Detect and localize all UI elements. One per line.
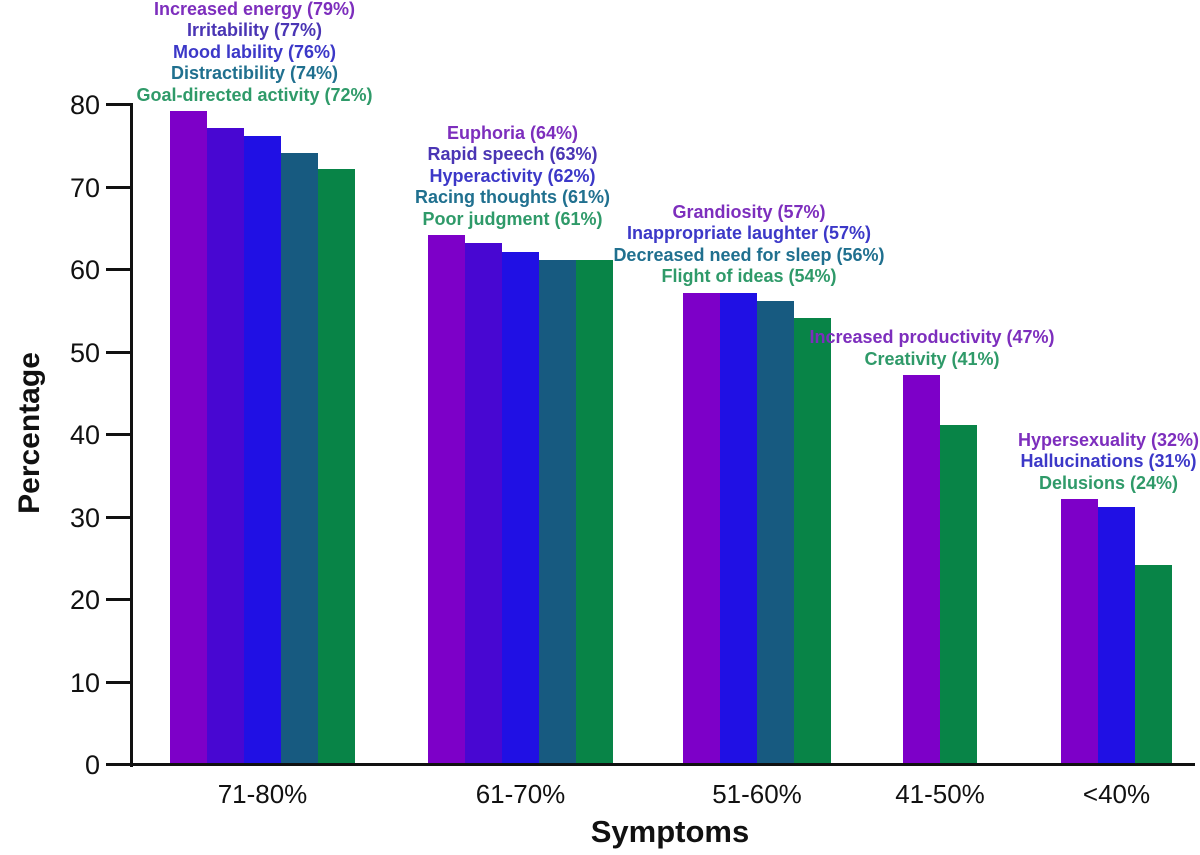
- annotation-grandiosity: Grandiosity (57%): [672, 201, 826, 222]
- y-tick-label: 50: [69, 337, 100, 368]
- y-tick-label: 10: [69, 667, 100, 698]
- bar-distractibility: [281, 152, 318, 763]
- annotation-inappropriate-laughter: Inappropriate laughter (57%): [626, 223, 872, 244]
- bar-euphoria: [428, 235, 465, 763]
- annotation-decreased-need-for-sleep: Decreased need for sleep (56%): [613, 244, 885, 265]
- y-tick: [106, 185, 130, 189]
- x-category-label: 71-80%: [217, 779, 308, 809]
- annotation-group: Increased energy (79%) Irritability (77%)…: [136, 0, 372, 106]
- annotation-increased-energy: Increased energy (79%): [153, 0, 356, 19]
- annotation-delusions: Delusions (24%): [1038, 472, 1179, 493]
- y-tick: [106, 763, 130, 766]
- bar-goal-directed-activity: [318, 169, 355, 763]
- bar-racing-thoughts: [539, 259, 576, 763]
- annotation-hypersexuality: Hypersexuality (32%): [1017, 429, 1200, 450]
- y-tick-label: 0: [84, 750, 100, 780]
- bar-mood-lability: [244, 136, 281, 763]
- y-axis-line: [130, 103, 133, 767]
- y-tick-label: 40: [69, 420, 100, 450]
- y-tick: [106, 680, 130, 684]
- annotation-creativity: Creativity (41%): [864, 348, 1000, 369]
- bar-increased-energy: [170, 111, 207, 763]
- bar-grandiosity: [683, 292, 720, 763]
- bar-poor-judgment: [576, 259, 613, 763]
- y-tick-label: 70: [69, 172, 100, 203]
- annotation-hyperactivity: Hyperactivity (62%): [429, 165, 596, 186]
- annotation-euphoria: Euphoria (64%): [446, 122, 579, 143]
- annotation-group: Grandiosity (57%) Inappropriate laughter …: [613, 202, 884, 288]
- annotation-group: Increased productivity (47%) Creativity (…: [809, 327, 1054, 370]
- x-category-label: <40%: [1082, 779, 1151, 809]
- annotation-irritability: Irritability (77%): [186, 20, 323, 41]
- y-tick-label: 80: [69, 90, 100, 120]
- bar-inappropriate-laughter: [720, 292, 757, 763]
- annotation-group: Hypersexuality (32%) Hallucinations (31%)…: [1018, 430, 1199, 495]
- annotation-mood-lability: Mood lability (76%): [172, 41, 337, 62]
- y-tick: [106, 598, 130, 601]
- bar-rapid-speech: [465, 243, 502, 763]
- bar-delusions: [1135, 565, 1172, 763]
- annotation-goal-directed-activity: Goal-directed activity (72%): [136, 84, 373, 105]
- x-axis-line: [106, 763, 1195, 766]
- y-tick-label: 20: [69, 585, 100, 615]
- bar-hallucinations: [1098, 507, 1135, 763]
- x-axis-title: Symptoms: [590, 814, 750, 849]
- bar-decreased-need-for-sleep: [757, 301, 794, 763]
- bar-hyperactivity: [502, 251, 539, 763]
- y-tick-label: 60: [69, 255, 100, 285]
- y-tick-label: 30: [69, 502, 100, 533]
- y-tick: [106, 268, 130, 271]
- bar-irritability: [207, 127, 244, 763]
- annotation-distractibility: Distractibility (74%): [170, 63, 339, 84]
- x-category-label: 41-50%: [895, 779, 985, 809]
- annotation-poor-judgment: Poor judgment (61%): [422, 208, 603, 229]
- annotation-rapid-speech: Rapid speech (63%): [427, 144, 598, 164]
- x-category-label: 61-70%: [475, 779, 566, 809]
- annotation-hallucinations: Hallucinations (31%): [1020, 451, 1197, 471]
- y-tick: [106, 350, 130, 354]
- y-tick: [106, 433, 130, 436]
- bar-hypersexuality: [1061, 499, 1098, 763]
- bar-creativity: [940, 424, 977, 763]
- bar-increased-productivity: [903, 375, 940, 763]
- annotation-flight-of-ideas: Flight of ideas (54%): [661, 266, 837, 287]
- annotation-racing-thoughts: Racing thoughts (61%): [414, 187, 611, 207]
- annotation-group: Euphoria (64%) Rapid speech (63%) Hyperact…: [415, 123, 610, 231]
- annotation-increased-productivity: Increased productivity (47%): [809, 327, 1055, 348]
- y-tick: [106, 515, 130, 519]
- x-category-label: 51-60%: [712, 779, 802, 809]
- y-tick: [106, 103, 130, 106]
- bar-flight-of-ideas: [794, 317, 831, 763]
